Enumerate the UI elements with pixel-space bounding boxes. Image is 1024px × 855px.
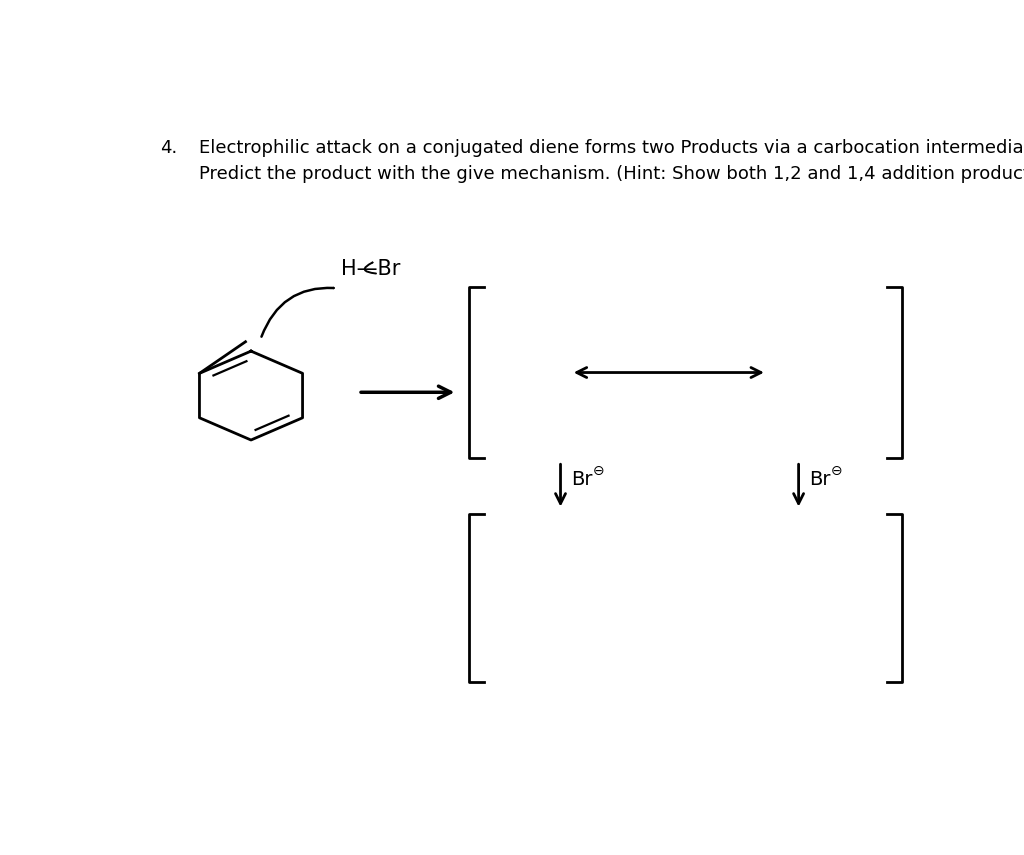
FancyArrowPatch shape [261,288,334,337]
Text: Predict the product with the give mechanism. (Hint: Show both 1,2 and 1,4 additi: Predict the product with the give mechan… [200,165,1024,183]
Text: ⊖: ⊖ [830,464,842,478]
Text: ⊖: ⊖ [592,464,604,478]
Text: 4.: 4. [160,139,177,156]
Text: H—Br: H—Br [341,259,400,279]
Text: Br: Br [809,469,830,489]
FancyArrowPatch shape [365,262,376,274]
Text: Br: Br [570,469,592,489]
Text: Electrophilic attack on a conjugated diene forms two Products via a carbocation : Electrophilic attack on a conjugated die… [200,139,1024,156]
